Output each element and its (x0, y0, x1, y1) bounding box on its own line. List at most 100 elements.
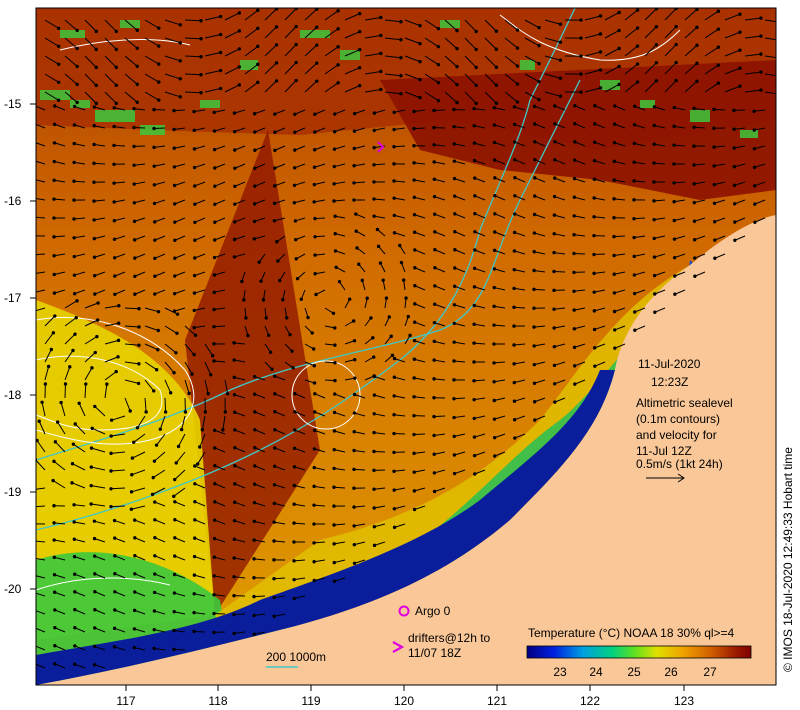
velocity-arrowhead (213, 184, 217, 188)
velocity-vector (234, 576, 246, 579)
velocity-vector (254, 411, 266, 417)
velocity-arrowhead (233, 184, 237, 188)
velocity-vector (73, 217, 86, 220)
velocity-vector (74, 289, 86, 295)
velocity-vector (414, 162, 426, 165)
velocity-vector (36, 663, 46, 669)
velocity-vector (754, 217, 766, 223)
velocity-vector (154, 555, 166, 561)
velocity-arrowhead (213, 464, 217, 468)
velocity-arrowhead (672, 162, 676, 166)
velocity-vector (473, 379, 486, 382)
velocity-vector (114, 591, 126, 597)
velocity-vector (214, 253, 226, 259)
velocity-arrowhead (112, 626, 117, 631)
velocity-vector (36, 198, 46, 201)
velocity-arrowhead (552, 288, 556, 293)
velocity-arrowhead (33, 216, 35, 218)
velocity-arrowhead (33, 540, 35, 542)
velocity-arrowhead (412, 470, 416, 474)
velocity-vector (554, 141, 566, 147)
velocity-arrowhead (759, 52, 763, 56)
velocity-arrowhead (494, 83, 499, 87)
velocity-arrowhead (93, 350, 97, 355)
velocity-arrowhead (192, 273, 197, 278)
velocity-arrowhead (292, 446, 297, 451)
velocity-vector (654, 289, 666, 295)
velocity-arrowhead (352, 467, 356, 472)
velocity-arrowhead (652, 199, 656, 203)
velocity-arrowhead (253, 410, 257, 414)
velocity-arrowhead (153, 274, 157, 278)
velocity-vector (254, 429, 266, 435)
velocity-arrowhead (693, 256, 697, 260)
colorbar-ticks: 23 24 25 26 27 (553, 665, 717, 679)
velocity-arrowhead (132, 238, 137, 242)
velocity-vector (164, 91, 181, 98)
velocity-vector (724, 31, 741, 39)
velocity-vector (244, 27, 259, 39)
velocity-vector (624, 45, 638, 57)
velocity-vector (534, 141, 546, 147)
velocity-vector (124, 325, 140, 328)
velocity-vector (234, 429, 246, 435)
velocity-vector (744, 89, 761, 93)
velocity-arrowhead (313, 112, 317, 116)
velocity-arrowhead (473, 176, 477, 180)
x-axis: 117 118 119 120 121 122 123 (116, 685, 694, 708)
velocity-vector (174, 592, 186, 597)
velocity-arrowhead (673, 274, 677, 278)
velocity-vector (294, 145, 306, 151)
velocity-vector (74, 235, 86, 239)
velocity-vector (554, 343, 566, 348)
velocity-vector (104, 73, 117, 86)
velocity-arrowhead (293, 112, 297, 116)
velocity-arrowhead (512, 362, 516, 366)
velocity-arrowhead (152, 609, 157, 613)
velocity-vector (53, 198, 66, 201)
velocity-vector (54, 663, 66, 669)
velocity-arrowhead (492, 248, 497, 253)
velocity-vector (194, 181, 206, 187)
velocity-arrowhead (153, 256, 157, 260)
velocity-vector (524, 73, 540, 83)
velocity-vector (274, 127, 286, 133)
velocity-arrowhead (172, 183, 177, 188)
velocity-arrowhead (153, 238, 157, 242)
velocity-vector (284, 26, 297, 39)
velocity-arrowhead (412, 357, 417, 361)
velocity-arrowhead (112, 162, 116, 167)
velocity-arrowhead (379, 51, 383, 56)
velocity-arrowhead (334, 265, 338, 269)
velocity-vector (544, 37, 561, 43)
velocity-arrowhead (353, 357, 357, 362)
velocity-arrowhead (652, 180, 656, 184)
velocity-vector (474, 451, 486, 457)
velocity-vector (284, 44, 297, 57)
velocity-arrowhead (213, 166, 217, 170)
velocity-arrowhead (312, 364, 316, 368)
satellite-swath (185, 130, 320, 615)
velocity-arrowhead (753, 202, 757, 206)
velocity-arrowhead (133, 554, 137, 558)
velocity-vector (724, 49, 741, 57)
velocity-arrowhead (712, 182, 717, 187)
velocity-arrowhead (232, 410, 237, 414)
velocity-vector (154, 271, 166, 277)
velocity-vector (214, 594, 226, 597)
velocity-arrowhead (674, 78, 678, 83)
velocity-arrowhead (178, 77, 182, 81)
velocity-vector (53, 235, 66, 238)
velocity-arrowhead (752, 184, 757, 188)
velocity-arrowhead (695, 79, 699, 84)
velocity-vector (134, 609, 146, 615)
velocity-vector (654, 253, 666, 258)
velocity-vector (724, 67, 741, 75)
velocity-vector (474, 286, 486, 291)
velocity-vector (194, 537, 206, 543)
velocity-vector (614, 179, 626, 183)
velocity-arrowhead (632, 123, 637, 127)
velocity-arrowhead (137, 362, 141, 366)
velocity-arrowhead (233, 166, 237, 170)
velocity-vector (394, 127, 406, 131)
